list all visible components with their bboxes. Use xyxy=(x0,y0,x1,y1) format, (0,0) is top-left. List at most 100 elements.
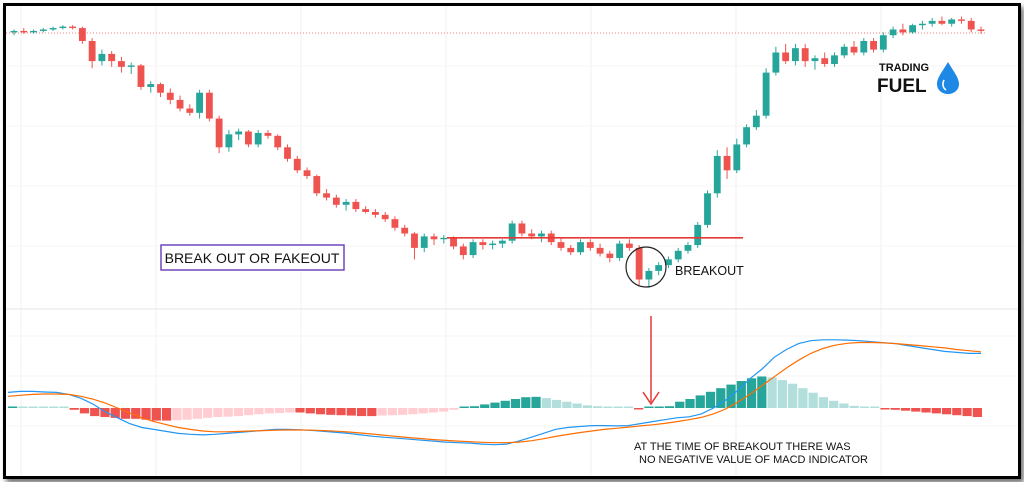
candle-body xyxy=(196,92,204,113)
candle-body xyxy=(147,84,155,87)
macd-histogram-bar xyxy=(767,377,777,408)
candle-body xyxy=(498,240,506,244)
candle-body xyxy=(752,115,760,128)
candle-body xyxy=(909,25,917,33)
brand-line2: FUEL xyxy=(877,76,927,97)
candle-body xyxy=(342,201,350,205)
macd-histogram-bar xyxy=(305,408,315,414)
macd-histogram-bar xyxy=(716,388,726,408)
macd-histogram-bar xyxy=(644,406,654,408)
candle-body xyxy=(918,23,926,26)
candle-body xyxy=(791,48,799,62)
macd-histogram-bar xyxy=(675,401,685,408)
candle-body xyxy=(381,214,389,220)
macd-histogram-bar xyxy=(346,408,356,416)
candle-body xyxy=(508,223,516,241)
macd-histogram-bar xyxy=(757,376,767,408)
macd-histogram-bar xyxy=(90,408,100,417)
macd-histogram-bar xyxy=(890,408,900,410)
candle-body xyxy=(49,28,57,30)
macd-histogram-bar xyxy=(110,408,120,418)
macd-histogram-bar xyxy=(962,408,972,417)
fakeout-box-label: BREAK OUT OR FAKEOUT xyxy=(165,250,340,266)
candles-group xyxy=(10,16,985,287)
candle-body xyxy=(332,197,340,205)
candle-body xyxy=(98,53,106,62)
candle-body xyxy=(655,265,663,271)
candle-body xyxy=(762,72,770,116)
macd-histogram-bar xyxy=(182,408,192,420)
macd-histogram-bar xyxy=(562,401,572,408)
candle-body xyxy=(137,65,145,87)
macd-histogram-bar xyxy=(788,383,798,408)
candle-body xyxy=(538,233,545,237)
macd-histogram-bar xyxy=(172,408,182,421)
breakout-label: BREAKOUT xyxy=(675,264,744,278)
macd-histogram-bar xyxy=(233,408,244,417)
macd-histogram-bar xyxy=(941,408,952,415)
macd-histogram-bar xyxy=(911,408,921,412)
candle-body xyxy=(899,29,907,33)
candle-body xyxy=(391,219,399,228)
macd-histogram-bar xyxy=(49,406,59,408)
candle-body xyxy=(205,92,213,119)
macd-histogram-bar xyxy=(839,403,849,408)
candle-body xyxy=(704,193,711,225)
brand-logo: TRADING FUEL xyxy=(877,62,959,97)
macd-histogram-bar xyxy=(377,408,387,416)
candle-body xyxy=(518,223,526,234)
breakout-arrow-head xyxy=(642,391,660,406)
candle-body xyxy=(264,132,272,136)
candle-body xyxy=(176,99,184,109)
macd-histogram-bar xyxy=(356,408,367,417)
macd-histogram-bar xyxy=(69,408,79,410)
candle-body xyxy=(948,19,956,24)
candle-body xyxy=(821,58,829,64)
macd-histogram-bar xyxy=(469,406,480,408)
candle-body xyxy=(293,158,301,171)
macd-histogram-bar xyxy=(223,408,233,417)
macd-histogram-bar xyxy=(418,408,428,414)
candle-body xyxy=(801,48,809,62)
candle-body xyxy=(440,237,448,240)
macd-histogram-bar xyxy=(521,397,531,408)
candle-body xyxy=(606,253,614,258)
macd-histogram-bar xyxy=(736,381,746,408)
macd-histogram-bar xyxy=(798,388,808,408)
macd-histogram-bar xyxy=(408,408,418,415)
macd-histogram-bar xyxy=(705,391,716,408)
candle-body xyxy=(811,58,819,62)
candle-body xyxy=(625,243,633,248)
candle-body xyxy=(743,127,750,145)
candle-body xyxy=(733,144,741,171)
macd-histogram-bar xyxy=(931,408,941,414)
macd-histogram-bar xyxy=(439,408,449,412)
macd-histogram-bar xyxy=(387,408,397,416)
macd-histogram-bar xyxy=(921,408,931,413)
candle-body xyxy=(245,131,252,145)
candle-body xyxy=(459,246,467,256)
candle-body xyxy=(215,118,223,148)
macd-histogram-bar xyxy=(859,406,870,408)
macd-histogram-bar xyxy=(695,395,705,408)
candle-body xyxy=(225,134,233,148)
candle-body xyxy=(889,29,897,36)
macd-histogram-bar xyxy=(664,406,675,408)
macd-signal-line xyxy=(7,341,982,444)
candle-body xyxy=(313,176,321,194)
macd-histogram-bar xyxy=(274,408,285,414)
candle-body xyxy=(88,40,96,62)
macd-note-line2: NO NEGATIVE VALUE OF MACD INDICATOR xyxy=(639,454,868,466)
candle-body xyxy=(69,26,77,29)
macd-histogram-bar xyxy=(254,408,264,415)
candle-body xyxy=(323,193,330,198)
candle-body xyxy=(235,131,243,135)
candle-body xyxy=(831,55,838,64)
candle-body xyxy=(157,84,164,93)
candle-body xyxy=(479,242,487,246)
macd-histogram-bar xyxy=(510,399,521,408)
candle-body xyxy=(274,135,282,148)
macd-histogram-bar xyxy=(315,408,326,415)
macd-histogram-group xyxy=(8,376,982,421)
macd-histogram-bar xyxy=(141,408,151,420)
